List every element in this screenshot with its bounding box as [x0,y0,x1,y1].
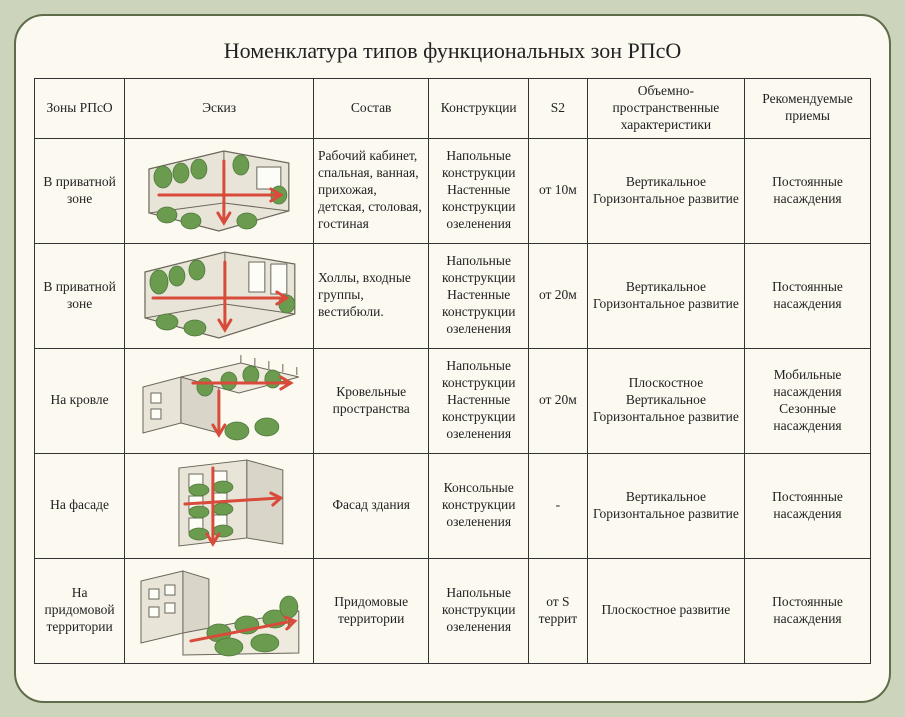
vol-cell: Вертикальное Горизонтальное развитие [587,138,744,243]
rec-line: Мобильные насаждения [749,367,866,401]
sketch-cell [125,243,314,348]
zone-cell: На придомовой территории [35,558,125,663]
vol-cell: Плоскостное развитие [587,558,744,663]
table: Зоны РПсО Эскиз Состав Конструкции S2 Об… [34,78,871,664]
vol-cell: Вертикальное Горизонтальное развитие [587,453,744,558]
vol-line: Вертикальное [592,392,740,409]
s2-cell: от S террит [529,558,588,663]
zone-cell: На кровле [35,348,125,453]
vol-cell: Плоскостное Вертикальное Горизонтальное … [587,348,744,453]
constr-line: Напольные конструкции [433,253,524,287]
constr-cell: Напольные конструкции Настенные конструк… [429,243,529,348]
page-title: Номенклатура типов функциональных зон РП… [34,38,871,64]
s2-cell: от 10м [529,138,588,243]
constr-line: Консольные конструкции озеленения [433,480,524,531]
vol-line: Плоскостное [592,375,740,392]
table-row: На кровле [35,348,871,453]
constr-cell: Напольные конструкции Настенные конструк… [429,348,529,453]
th-s2: S2 [529,79,588,139]
th-vol: Объемно-пространственные характеристики [587,79,744,139]
rec-cell: Мобильные насаждения Сезонные насаждения [745,348,871,453]
sketch-cell [125,453,314,558]
sketch-cell [125,558,314,663]
sketch-cell [125,348,314,453]
vol-line: Вертикальное [592,489,740,506]
sketch-facade-icon [129,458,309,554]
constr-line: Настенные конструкции озеленения [433,287,524,338]
outer-frame: Номенклатура типов функциональных зон РП… [0,0,905,717]
vol-line: Вертикальное [592,174,740,191]
sketch-hall-icon [129,248,309,344]
comp-cell: Придомовые территории [314,558,429,663]
zone-cell: В приватной зоне [35,243,125,348]
table-row: На придомовой территории [35,558,871,663]
s2-cell: от 20м [529,348,588,453]
vol-line: Горизонтальное развитие [592,191,740,208]
vol-line: Горизонтальное развитие [592,409,740,426]
constr-line: Напольные конструкции озеленения [433,585,524,636]
vol-line: Горизонтальное развитие [592,296,740,313]
constr-cell: Напольные конструкции Настенные конструк… [429,138,529,243]
zone-cell: В приватной зоне [35,138,125,243]
s2-cell: - [529,453,588,558]
table-row: На фасаде [35,453,871,558]
th-zone: Зоны РПсО [35,79,125,139]
rec-cell: Постоянные насаждения [745,243,871,348]
th-sketch: Эскиз [125,79,314,139]
table-row: В приватной зоне [35,138,871,243]
constr-line: Напольные конструкции [433,148,524,182]
sketch-room-icon [129,143,309,239]
comp-cell: Фасад здания [314,453,429,558]
rec-cell: Постоянные насаждения [745,453,871,558]
constr-line: Напольные конструкции [433,358,524,392]
vol-line: Плоскостное развитие [592,602,740,619]
constr-cell: Консольные конструкции озеленения [429,453,529,558]
vol-line: Горизонтальное развитие [592,506,740,523]
constr-line: Настенные конструкции озеленения [433,392,524,443]
constr-cell: Напольные конструкции озеленения [429,558,529,663]
vol-cell: Вертикальное Горизонтальное развитие [587,243,744,348]
s2-cell: от 20м [529,243,588,348]
rec-cell: Постоянные насаждения [745,558,871,663]
sketch-cell [125,138,314,243]
th-rec: Рекомендуемые приемы [745,79,871,139]
zone-cell: На фасаде [35,453,125,558]
vol-line: Вертикальное [592,279,740,296]
rec-line: Сезонные насаждения [749,401,866,435]
sketch-yard-icon [129,563,309,659]
table-row: В приватной зоне [35,243,871,348]
card: Номенклатура типов функциональных зон РП… [14,14,891,703]
rec-cell: Постоянные насаждения [745,138,871,243]
th-comp: Состав [314,79,429,139]
table-header-row: Зоны РПсО Эскиз Состав Конструкции S2 Об… [35,79,871,139]
comp-cell: Рабочий кабинет, спальная, ванная, прихо… [314,138,429,243]
sketch-roof-icon [129,353,309,449]
comp-cell: Кровельные пространства [314,348,429,453]
comp-cell: Холлы, входные группы, вестибюли. [314,243,429,348]
constr-line: Настенные конструкции озеленения [433,182,524,233]
th-constr: Конструкции [429,79,529,139]
